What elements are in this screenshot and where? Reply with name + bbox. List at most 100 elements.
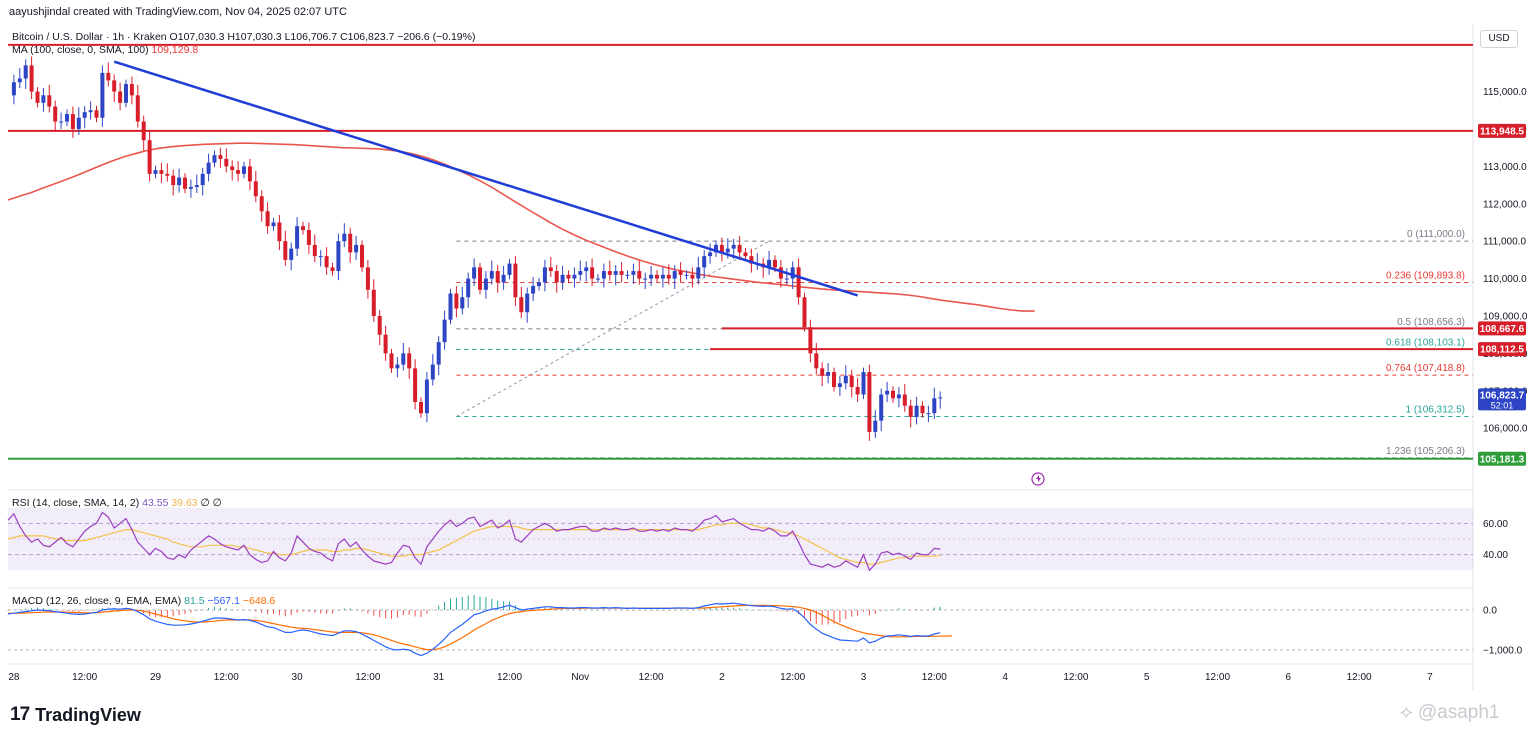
candle-body — [826, 372, 831, 376]
time-tick-label: 2 — [719, 672, 725, 683]
ma-legend-value: 109,129.8 — [151, 44, 199, 56]
macd-histogram-bar — [208, 608, 210, 610]
macd-histogram-bar — [438, 605, 440, 610]
candle-body — [165, 173, 170, 176]
candle-body — [171, 175, 176, 186]
fib-level-label: 0.618 (108,103.1) — [1386, 338, 1465, 349]
macd-histogram-bar — [450, 598, 451, 610]
macd-histogram-bar — [922, 610, 923, 611]
candle-body — [306, 229, 311, 245]
macd-histogram-bar — [503, 601, 505, 610]
candle-body — [377, 315, 382, 335]
candle-body — [424, 379, 429, 414]
candle-body — [808, 327, 813, 354]
candle-body — [666, 274, 671, 279]
macd-histogram-bar — [196, 610, 198, 611]
candle-body — [230, 166, 235, 171]
candle-body — [224, 158, 229, 167]
rsi-line — [7, 511, 941, 572]
candle-body — [696, 267, 701, 279]
macd-histogram-bar — [54, 609, 56, 611]
time-tick-label: 12:00 — [639, 672, 664, 683]
macd-histogram-bar — [90, 610, 92, 611]
macd-histogram-bar — [656, 610, 658, 611]
macd-histogram-bar — [886, 610, 888, 611]
candle-body — [749, 256, 754, 264]
macd-histogram-bar — [668, 610, 670, 611]
candle-body — [649, 274, 654, 279]
macd-histogram-bar — [31, 608, 33, 610]
candle-body — [879, 394, 884, 421]
candle-body — [531, 286, 536, 294]
macd-histogram-bar — [833, 610, 835, 624]
candle-body — [542, 267, 547, 283]
macd-histogram-bar — [391, 610, 392, 619]
macd-histogram-bar — [892, 609, 894, 610]
candle-body — [719, 244, 724, 253]
candle-body — [802, 297, 807, 328]
candle-body — [242, 166, 246, 174]
candle-body — [837, 383, 842, 388]
candle-body — [141, 121, 146, 141]
macd-legend[interactable]: MACD (12, 26, close, 9, EMA, EMA) 81.5 −… — [12, 595, 275, 607]
macd-histogram-bar — [615, 609, 617, 610]
candle-body — [200, 173, 205, 186]
symbol-legend[interactable]: Bitcoin / U.S. Dollar · 1h · Kraken O107… — [12, 31, 475, 43]
macd-line — [7, 602, 941, 657]
candle-body — [454, 293, 459, 309]
macd-histogram-bar — [597, 609, 599, 611]
candle-body — [578, 271, 583, 275]
ma-legend[interactable]: MA (100, close, 0, SMA, 100) 109,129.8 — [12, 44, 198, 56]
candle-body — [560, 274, 565, 283]
candle-body — [932, 398, 937, 414]
candle-body — [908, 405, 913, 417]
candle-body — [737, 244, 742, 253]
macd-histogram-bar — [237, 610, 239, 611]
candle-body — [796, 267, 801, 298]
price-tick-label: 110,000.0 — [1483, 274, 1527, 285]
candle-body — [537, 282, 541, 287]
macd-histogram-bar — [160, 610, 162, 618]
candle-body — [613, 271, 618, 275]
time-tick-label: Nov — [571, 672, 589, 683]
macd-histogram-bar — [314, 610, 316, 613]
fib-level-label: 0.5 (108,656.3) — [1397, 317, 1465, 328]
macd-histogram-bar — [916, 609, 918, 610]
price-tick-label: 111,000.0 — [1483, 237, 1526, 248]
price-level-badge-text: 113,948.5 — [1480, 126, 1524, 137]
time-tick-label: 12:00 — [1347, 672, 1372, 683]
candle-body — [448, 293, 453, 320]
rsi-legend[interactable]: RSI (14, close, SMA, 14, 2) 43.55 39.63 … — [12, 497, 222, 509]
fib-level-label: 1.236 (105,206.3) — [1386, 446, 1465, 457]
macd-histogram-bar — [385, 610, 387, 619]
candle-body — [312, 244, 317, 257]
macd-axis-label: −1,000.0 — [1483, 646, 1523, 657]
macd-histogram-bar — [644, 610, 646, 611]
fib-level-label: 0.236 (109,893.8) — [1386, 271, 1465, 282]
fib-level-label: 1 (106,312.5) — [1406, 404, 1466, 415]
candle-body — [920, 405, 925, 414]
candle-body — [714, 244, 718, 253]
macd-histogram-bar — [84, 610, 86, 612]
candle-body — [194, 185, 199, 187]
tradingview-brand[interactable]: 17 TradingView — [10, 704, 141, 726]
price-chart[interactable]: 115,000.0114,000.0113,000.0112,000.0111,… — [0, 0, 1536, 700]
candle-body — [513, 263, 518, 298]
macd-histogram-bar — [898, 608, 900, 610]
macd-histogram-bar — [585, 609, 587, 610]
price-tick-label: 106,000.0 — [1483, 424, 1528, 435]
macd-histogram-bar — [851, 610, 853, 617]
macd-histogram-bar — [821, 610, 823, 625]
macd-histogram-bar — [166, 610, 168, 618]
candle-body — [206, 162, 211, 174]
candle-body — [135, 95, 140, 122]
macd-histogram-bar — [320, 610, 322, 614]
candle-body — [566, 274, 571, 279]
price-level-badge — [1478, 321, 1526, 336]
macd-histogram-bar — [933, 607, 935, 610]
macd-histogram-bar — [243, 609, 245, 611]
candle-body — [259, 196, 264, 212]
currency-selector[interactable]: USD — [1480, 30, 1518, 48]
alert-icon — [1031, 472, 1045, 486]
candle-body — [708, 252, 713, 257]
